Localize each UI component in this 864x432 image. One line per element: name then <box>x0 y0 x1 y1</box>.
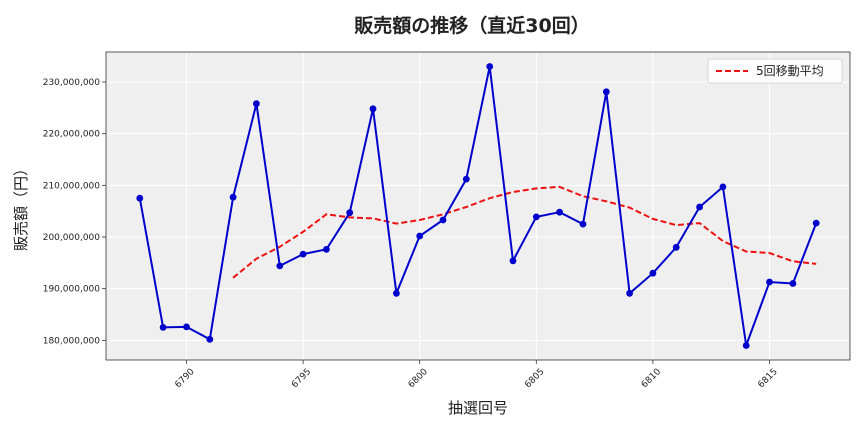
y-tick-label: 220,000,000 <box>43 130 101 140</box>
sales-point <box>253 100 260 108</box>
sales-point <box>393 289 400 297</box>
sales-point <box>532 213 540 221</box>
sales-point <box>742 342 750 349</box>
sales-point <box>812 219 820 227</box>
grid <box>106 52 850 360</box>
sales-point <box>766 278 773 286</box>
sales-point <box>556 208 563 216</box>
sales-point <box>649 269 657 277</box>
moving-average-series <box>232 185 817 279</box>
sales-point <box>486 63 494 70</box>
y-axis-label: 販売額（円） <box>12 161 30 251</box>
x-tick-label: 6800 <box>407 367 430 390</box>
y-tick-label: 200,000,000 <box>43 233 101 243</box>
legend: 5回移動平均 <box>707 58 843 84</box>
sales-point <box>206 335 214 343</box>
sales-point <box>579 220 587 228</box>
chart-title: 販売額の推移（直近30回） <box>354 14 589 37</box>
sales-point <box>183 323 190 331</box>
x-axis: 6790 6795 6800 6805 6810 6815 <box>173 360 780 390</box>
sales-point <box>346 209 354 217</box>
y-tick-label: 210,000,000 <box>43 181 101 191</box>
sales-point <box>509 257 517 265</box>
sales-point <box>369 105 377 113</box>
y-tick-label: 180,000,000 <box>43 336 101 346</box>
legend-box <box>707 58 843 84</box>
x-tick-label: 6805 <box>523 367 546 390</box>
sales-point <box>696 203 703 211</box>
y-axis: 180,000,000 190,000,000 200,000,000 210,000… <box>43 78 106 346</box>
plot-frame <box>105 51 851 361</box>
x-tick-label: 6815 <box>756 367 779 390</box>
y-tick-label: 190,000,000 <box>43 285 101 295</box>
sales-point <box>439 216 447 224</box>
moving-average-line <box>232 185 817 279</box>
x-tick-label: 6790 <box>173 367 196 390</box>
sales-point <box>323 246 330 253</box>
sales-series <box>136 63 820 349</box>
sales-point <box>299 250 307 258</box>
sales-point <box>229 193 237 201</box>
sales-point <box>136 194 144 202</box>
sales-point <box>626 289 633 297</box>
sales-point <box>789 280 797 287</box>
plot-area <box>106 52 850 360</box>
x-tick-label: 6795 <box>290 367 313 390</box>
sales-point <box>276 262 284 270</box>
y-tick-label: 230,000,000 <box>43 78 101 88</box>
sales-point <box>416 232 424 240</box>
sales-point <box>602 88 610 96</box>
x-tick-label: 6810 <box>640 367 663 390</box>
legend-ma-label: 5回移動平均 <box>756 64 824 78</box>
sales-point <box>672 243 680 251</box>
sales-line <box>138 66 818 346</box>
sales-point <box>719 183 727 191</box>
sales-point <box>462 175 470 183</box>
x-axis-label: 抽選回号 <box>448 399 508 417</box>
sales-point <box>159 324 167 331</box>
